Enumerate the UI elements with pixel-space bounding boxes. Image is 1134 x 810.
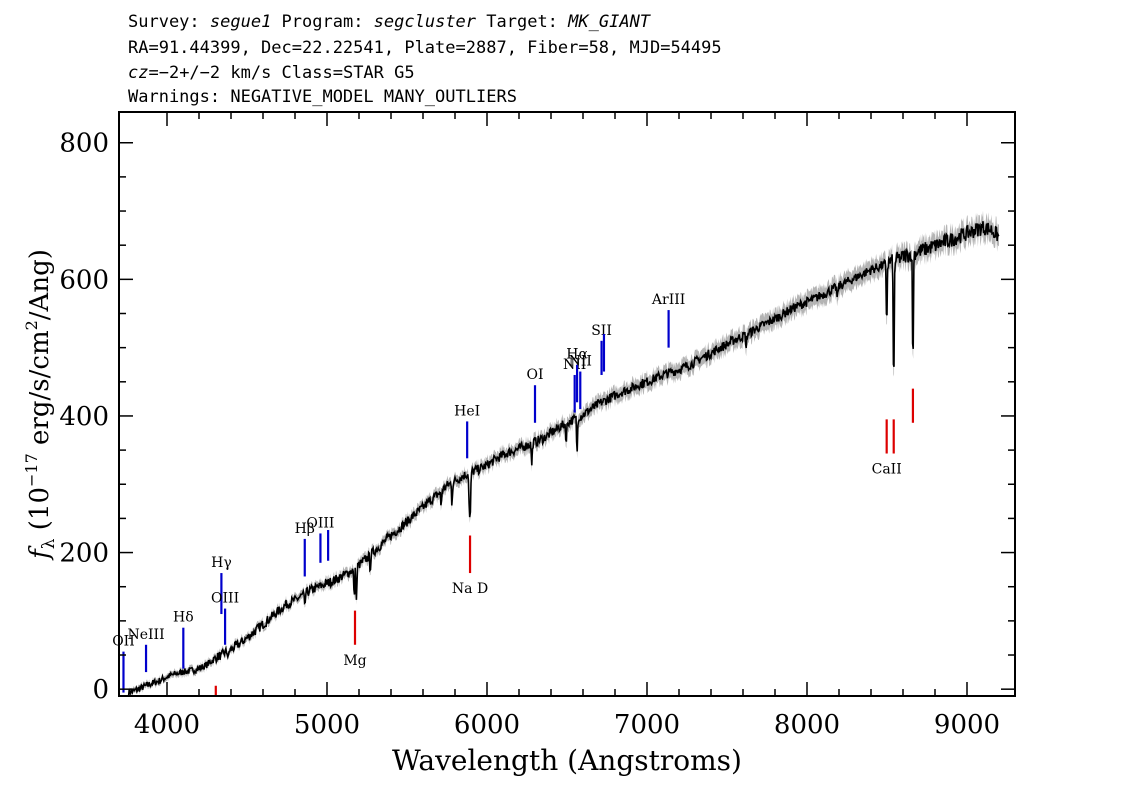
target-name: MK_GIANT — [568, 12, 651, 32]
line-label: NeIII — [127, 627, 164, 643]
line-label: OI — [526, 367, 543, 383]
y-axis-label: fλ (10−17 erg/s/cm2/Ang) — [22, 249, 59, 561]
y-tick-label: 0 — [92, 675, 109, 705]
error-band — [128, 210, 999, 696]
y-tick-label: 600 — [59, 265, 109, 295]
y-tick-label: 200 — [59, 539, 109, 569]
y-tick-label: 400 — [59, 402, 109, 432]
redshift-class-header: cz=−2+/−2 km/s Class=STAR G5 — [128, 63, 415, 83]
x-tick-label: 5000 — [294, 710, 360, 740]
line-label: OIII — [306, 515, 334, 531]
survey-name: segue1 — [209, 12, 272, 32]
line-label: NII — [563, 357, 586, 373]
warnings-header: Warnings: NEGATIVE_MODEL MANY_OUTLIERS — [128, 87, 517, 107]
line-label: Hα — [566, 347, 588, 363]
x-tick-label: 6000 — [454, 710, 520, 740]
x-axis-label: Wavelength (Angstroms) — [392, 744, 742, 777]
line-label: OII — [112, 634, 135, 650]
x-tick-label: 4000 — [134, 710, 200, 740]
line-label: Mg — [343, 653, 366, 669]
line-label: HeI — [454, 403, 480, 419]
x-tick-label: 7000 — [614, 710, 680, 740]
line-label: Hβ — [295, 521, 315, 537]
line-label: Na D — [452, 581, 488, 597]
line-label: Hγ — [211, 555, 232, 571]
line-label: ArIII — [651, 292, 685, 308]
flux-line — [127, 221, 1000, 696]
coordinates-header: RA=91.44399, Dec=22.22541, Plate=2887, F… — [128, 38, 722, 58]
line-label: OIII — [211, 591, 239, 607]
x-tick-label: 8000 — [774, 710, 840, 740]
survey-header: Survey: segue1 Program: segcluster Targe… — [128, 12, 651, 32]
line-label: CaII — [872, 462, 902, 478]
error-band-area — [128, 210, 999, 696]
y-tick-label: 800 — [59, 129, 109, 159]
x-tick-label: 9000 — [934, 710, 1000, 740]
program-name: segcluster — [373, 12, 477, 32]
line-label: Hδ — [173, 610, 194, 626]
line-label: NII — [569, 354, 592, 370]
line-label: SII — [591, 323, 612, 339]
plot-frame — [118, 111, 1016, 697]
